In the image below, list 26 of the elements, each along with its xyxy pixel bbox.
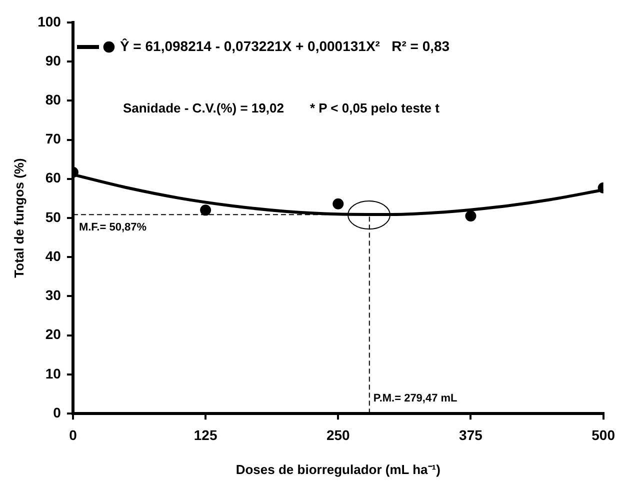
ref-line-label: P.M.= 279,47 mL	[373, 392, 458, 405]
y-tick-label: 70	[45, 130, 62, 147]
ref-line-label: M.F.= 50,87%	[78, 222, 147, 234]
x-tick-label: 250	[326, 426, 350, 443]
y-tick-label: 40	[45, 248, 62, 264]
x-tick-label: 500	[592, 426, 616, 443]
x-tick-label: 375	[459, 426, 483, 443]
y-tick-label: 80	[45, 92, 62, 108]
y-tick-label: 100	[38, 13, 62, 30]
point	[332, 198, 344, 210]
y-tick-label: 30	[45, 287, 62, 304]
point	[200, 204, 212, 216]
y-tick-label: 20	[45, 326, 62, 342]
legend-label: Ŷ = 61,098214 - 0,073221X + 0,000131X² R² = 0,83	[120, 38, 450, 54]
annotation: * P < 0,05 pelo teste t	[310, 100, 440, 116]
y-tick-label: 0	[53, 404, 62, 420]
y-axis-title: Total de fungos (%)	[11, 158, 26, 278]
annotation: Sanidade - C.V.(%) = 19,02	[122, 100, 284, 116]
x-tick-label: 0	[69, 426, 78, 443]
y-tick-label: 90	[45, 52, 62, 68]
point	[465, 210, 476, 222]
y-tick-label: 60	[45, 170, 62, 186]
x-axis-title: Doses de biorregulador (mL ha⁻¹)	[236, 462, 440, 477]
y-tick-label: 10	[45, 365, 62, 382]
y-tick-label: 50	[45, 208, 62, 225]
x-tick-label: 125	[194, 426, 218, 443]
